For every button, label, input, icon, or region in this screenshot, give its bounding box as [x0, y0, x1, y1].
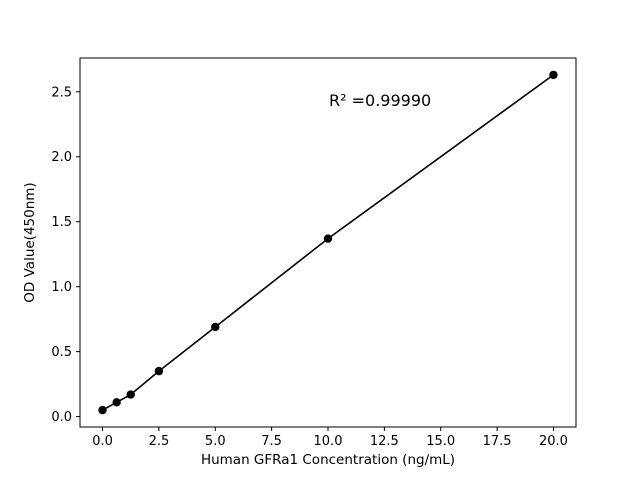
- x-tick-label: 7.5: [261, 434, 282, 449]
- y-axis-label: OD Value(450nm): [22, 182, 38, 302]
- data-point: [211, 322, 220, 332]
- data-point: [98, 405, 107, 415]
- y-tick-label: 2.5: [51, 85, 72, 100]
- x-tick-label: 17.5: [483, 434, 512, 449]
- y-tick-label: 1.0: [51, 280, 72, 295]
- r-squared-annotation: R² =0.99990: [329, 91, 431, 110]
- x-tick-label: 0.0: [92, 434, 113, 449]
- data-point: [323, 234, 333, 243]
- data-point: [549, 70, 558, 80]
- data-point: [112, 398, 121, 407]
- x-axis-label: Human GFRa1 Concentration (ng/mL): [201, 452, 455, 468]
- data-point: [154, 366, 164, 376]
- x-tick-label: 12.5: [370, 434, 399, 449]
- x-tick-label: 15.0: [426, 434, 455, 449]
- data-point: [126, 390, 135, 399]
- x-tick-label: 20.0: [539, 434, 568, 449]
- x-tick-label: 10.0: [314, 434, 343, 449]
- y-tick-label: 0.0: [51, 410, 72, 425]
- x-tick-label: 5.0: [205, 434, 226, 449]
- y-tick-label: 1.5: [51, 215, 72, 230]
- y-tick-label: 0.5: [51, 345, 72, 360]
- x-tick-label: 2.5: [149, 434, 170, 449]
- y-tick-label: 2.0: [51, 150, 72, 165]
